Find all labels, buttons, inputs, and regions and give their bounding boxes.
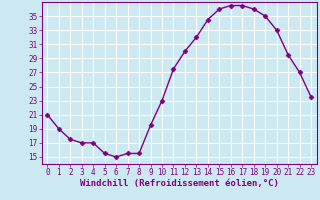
X-axis label: Windchill (Refroidissement éolien,°C): Windchill (Refroidissement éolien,°C) (80, 179, 279, 188)
